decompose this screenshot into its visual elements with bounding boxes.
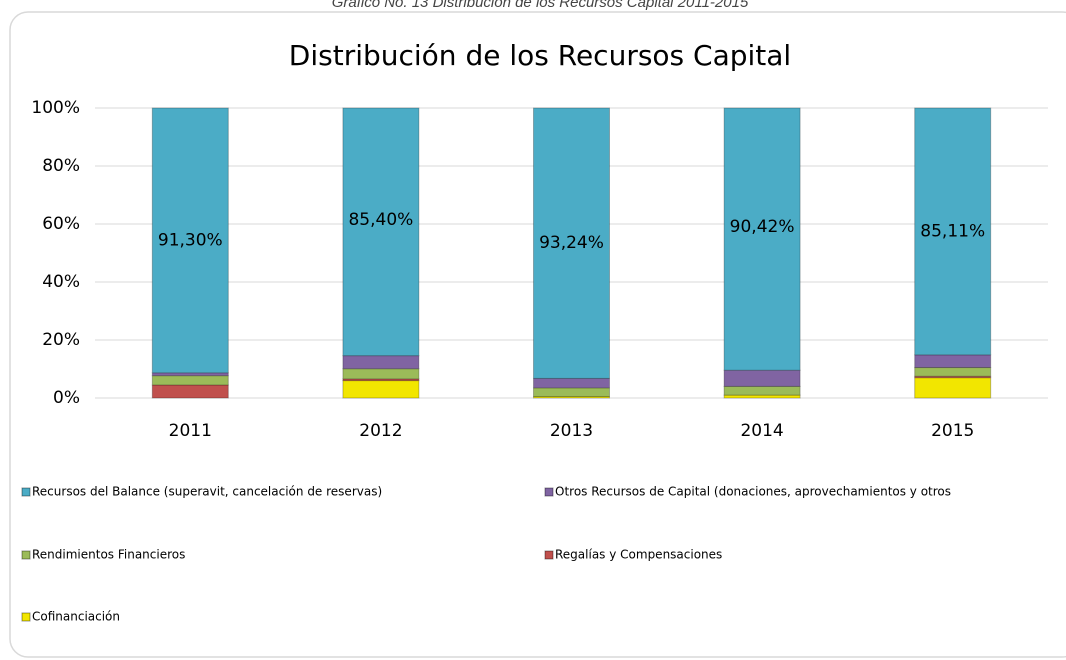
- bar-segment: [342, 368, 420, 380]
- bar-segment: [914, 367, 992, 377]
- bar-segment: [914, 107, 992, 356]
- data-label: 91,30%: [158, 230, 223, 250]
- x-tick-label: 2012: [359, 421, 402, 441]
- legend-swatch: [21, 487, 31, 497]
- data-label: 93,24%: [539, 233, 604, 253]
- x-tick-label: 2015: [931, 421, 974, 441]
- legend-label: Cofinanciación: [32, 610, 120, 624]
- y-tick-label: 100%: [31, 98, 80, 118]
- bar-segment: [914, 377, 992, 399]
- data-label: 85,40%: [348, 210, 413, 230]
- bar-segment: [723, 369, 801, 387]
- bar-segment: [723, 385, 801, 396]
- bar-segment: [533, 387, 610, 398]
- bar-segment: [533, 107, 610, 379]
- bar-segment: [914, 354, 992, 369]
- bar-segment: [342, 355, 420, 370]
- chart-title: Distribución de los Recursos Capital: [289, 39, 791, 72]
- data-label: 90,42%: [730, 217, 795, 237]
- bar-segment: [723, 107, 801, 371]
- bar-segment: [342, 380, 420, 399]
- legend-swatch: [544, 550, 554, 560]
- legend-label: Recursos del Balance (superavit, cancela…: [32, 485, 382, 499]
- caption: Gráfico No. 13 Distribución de los Recur…: [332, 0, 749, 11]
- legend-swatch: [21, 550, 31, 560]
- bar-segment: [151, 107, 229, 374]
- data-label: 85,11%: [920, 221, 985, 241]
- legend-label: Rendimientos Financieros: [32, 548, 185, 562]
- y-tick-label: 0%: [53, 388, 80, 408]
- bar-segment: [533, 377, 610, 389]
- legend-swatch: [544, 487, 554, 497]
- bar-segment: [151, 375, 229, 386]
- y-tick-label: 80%: [42, 156, 80, 176]
- y-tick-label: 40%: [42, 272, 80, 292]
- x-tick-label: 2011: [169, 421, 212, 441]
- legend-swatch: [21, 612, 31, 622]
- legend-label: Otros Recursos de Capital (donaciones, a…: [555, 485, 951, 499]
- legend-label: Regalías y Compensaciones: [555, 548, 722, 562]
- x-tick-label: 2013: [550, 421, 593, 441]
- bar-segment: [151, 384, 229, 399]
- y-tick-label: 60%: [42, 214, 80, 234]
- bar-segment: [342, 107, 420, 357]
- y-tick-label: 20%: [42, 330, 80, 350]
- x-tick-label: 2014: [740, 421, 783, 441]
